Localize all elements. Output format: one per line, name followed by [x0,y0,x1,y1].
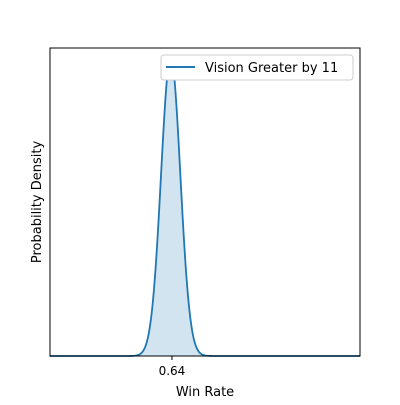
legend-box [160,54,354,81]
x-axis-ticks: 0.64 [159,356,186,378]
x-axis-label: Win Rate [176,385,234,400]
x-tick-label: 0.64 [159,364,186,378]
axes-frame [49,47,361,357]
density-line-series-0 [50,56,360,357]
legend-label-vision-greater-by-11: Vision Greater by 11 [205,61,338,76]
plot-area [50,56,360,357]
legend: Vision Greater by 11 [160,54,354,81]
y-axis-label: Probability Density [30,141,45,264]
density-fill-series-0 [50,57,360,357]
